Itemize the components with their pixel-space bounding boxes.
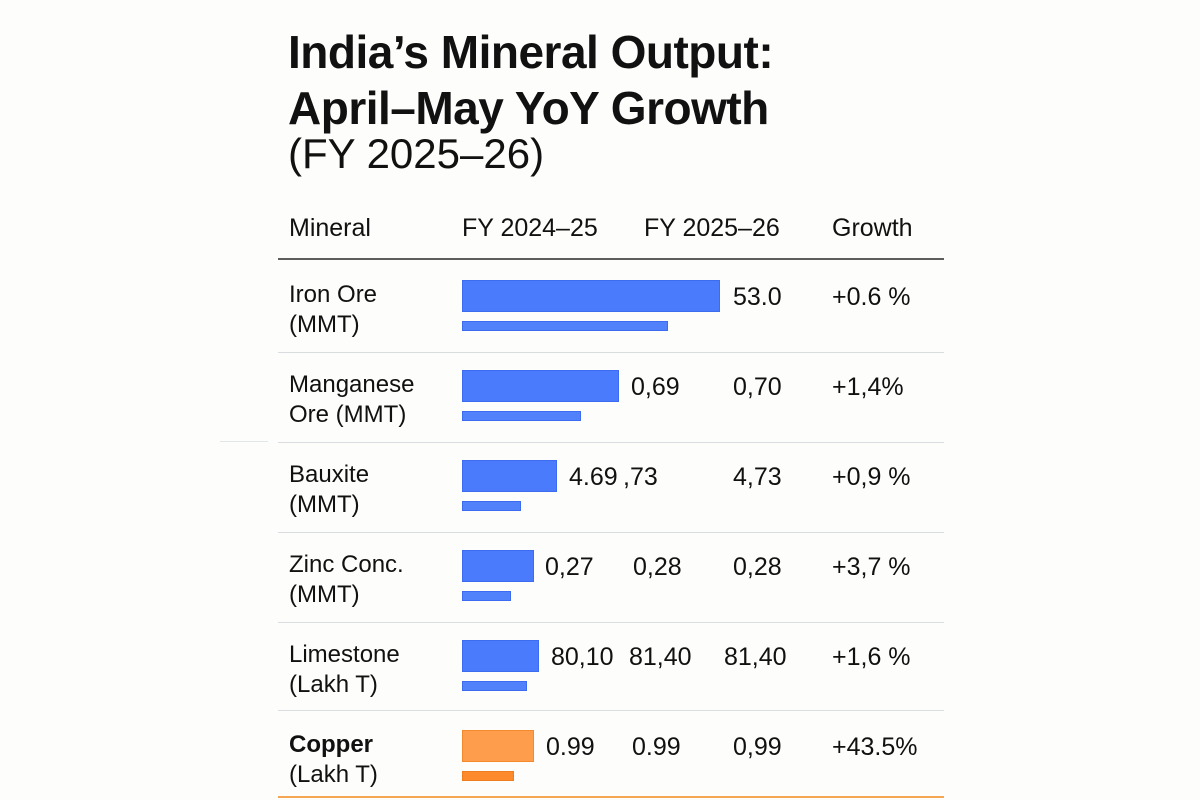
mineral-label: Copper (Lakh T) (289, 730, 378, 790)
mineral-name: Zinc Conc. (289, 551, 404, 578)
value-label-1: 0,69 (631, 373, 680, 401)
mineral-label: Bauxite (MMT) (289, 460, 369, 520)
value-label-1: 80,10 (551, 643, 614, 671)
value-label-3: 81,40 (724, 643, 787, 671)
value-label-1: 0.99 (546, 733, 595, 761)
mineral-unit: (MMT) (289, 491, 360, 518)
value-label-3: 0,70 (733, 373, 782, 401)
stray-divider-mark (220, 441, 268, 442)
row-divider (278, 352, 944, 353)
bar-fy2024-25 (462, 321, 668, 331)
row-divider (278, 532, 944, 533)
title-line-1: India’s Mineral Output: (288, 26, 774, 78)
value-label-2: 0,28 (633, 553, 682, 581)
value-label-2: 81,40 (629, 643, 692, 671)
row-divider (278, 710, 944, 711)
row-divider (278, 622, 944, 623)
bar-fy2025-26 (462, 280, 720, 312)
mineral-label: Zinc Conc. (MMT) (289, 550, 404, 610)
value-label-1: 53.0 (733, 283, 782, 311)
growth-label: +1,6 % (832, 643, 911, 671)
growth-label: +3,7 % (832, 553, 911, 581)
row-divider (278, 442, 944, 443)
column-header-fy2025-26: FY 2025–26 (644, 214, 780, 242)
value-label-3: 0,28 (733, 553, 782, 581)
mineral-name: Copper (289, 731, 373, 758)
value-label-3: 4,73 (733, 463, 782, 491)
mineral-name: Bauxite (289, 461, 370, 488)
bar-fy2024-25 (462, 411, 581, 421)
growth-label: +0,9 % (832, 463, 911, 491)
value-label-2: 0.99 (632, 733, 681, 761)
mineral-unit: (MMT) (289, 581, 360, 608)
column-header-growth: Growth (832, 214, 913, 242)
bar-fy2024-25 (462, 501, 521, 511)
mineral-unit: (MMT) (289, 311, 360, 338)
growth-label: +0.6 % (832, 283, 911, 311)
chart-subtitle: (FY 2025–26) (288, 130, 545, 177)
value-label-1: 4.69 (569, 463, 618, 491)
growth-label: +43.5% (832, 733, 918, 761)
row-divider (278, 796, 944, 798)
mineral-name: Limestone (289, 641, 400, 668)
value-label-1: 0,27 (545, 553, 594, 581)
mineral-name: Manganese (289, 371, 415, 398)
chart-title: India’s Mineral Output: April–May YoY Gr… (288, 24, 774, 136)
title-line-2: April–May YoY Growth (288, 82, 769, 134)
bar-fy2025-26 (462, 370, 619, 402)
mineral-label: Manganese Ore (MMT) (289, 370, 414, 430)
bar-fy2025-26 (462, 640, 539, 672)
bar-fy2025-26 (462, 730, 534, 762)
header-divider (278, 258, 944, 260)
mineral-label: Limestone (Lakh T) (289, 640, 400, 700)
mineral-name: Iron Ore (289, 281, 378, 308)
bar-fy2025-26 (462, 460, 557, 492)
mineral-unit: (Lakh T) (289, 671, 378, 698)
value-label-2: ,73 (623, 463, 658, 491)
column-header-mineral: Mineral (289, 214, 371, 242)
column-header-fy2024-25: FY 2024–25 (462, 214, 598, 242)
mineral-unit: (Lakh T) (289, 761, 378, 788)
bar-fy2024-25 (462, 771, 514, 781)
mineral-label: Iron Ore (MMT) (289, 280, 377, 340)
growth-label: +1,4% (832, 373, 904, 401)
bar-fy2024-25 (462, 591, 511, 601)
mineral-unit: Ore (MMT) (289, 401, 407, 428)
bar-fy2024-25 (462, 681, 527, 691)
bar-fy2025-26 (462, 550, 534, 582)
value-label-3: 0,99 (733, 733, 782, 761)
